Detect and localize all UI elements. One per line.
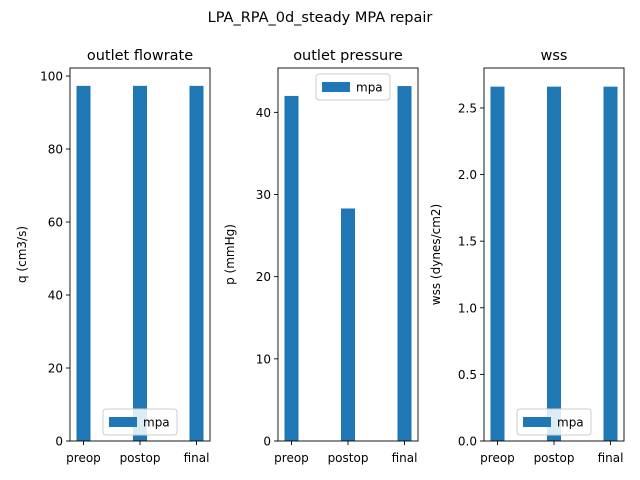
legend: mpa: [516, 408, 592, 436]
bar-mpa-final: [397, 86, 412, 441]
bar-mpa-preop: [490, 86, 505, 442]
y-tick-label: 0.0: [458, 435, 477, 449]
y-tick-label: 0: [55, 435, 63, 449]
y-tick-label: 20: [48, 362, 63, 376]
bar-mpa-postop: [341, 208, 355, 441]
legend-swatch: [523, 417, 551, 427]
y-tick-label: 0.5: [458, 368, 477, 382]
y-axis-label: q (cm3/s): [15, 226, 29, 283]
x-tick-label-preop: preop: [274, 451, 309, 465]
legend-label: mpa: [143, 416, 170, 430]
chart-title: wss: [541, 48, 568, 64]
chart-title: outlet pressure: [293, 48, 403, 64]
bar-mpa-final: [603, 86, 618, 442]
y-tick-label: 100: [40, 70, 63, 84]
y-tick-label: 0: [263, 435, 271, 449]
legend: mpa: [315, 73, 391, 101]
x-tick-label-postop: postop: [120, 451, 161, 465]
panel-outlet-pressure: 0 10 20 30 40 preop postop final outlet pressure…: [223, 48, 419, 465]
y-axis-label: wss (dynes/cm2): [429, 204, 443, 305]
bar-mpa-preop: [284, 95, 299, 441]
y-tick-label: 2.0: [458, 168, 477, 182]
x-tick-label-final: final: [392, 451, 418, 465]
panel-wss: 0.0 0.5 1.0 1.5 2.0 2.5 preop postop final wss wss…: [429, 48, 625, 465]
x-tick-label-postop: postop: [328, 451, 369, 465]
y-tick-label: 20: [256, 270, 271, 284]
x-tick-label-preop: preop: [480, 451, 515, 465]
legend-box: [315, 73, 391, 101]
y-tick-label: 1.5: [458, 235, 477, 249]
bar-mpa-preop: [76, 85, 91, 442]
legend-swatch: [109, 417, 137, 427]
legend-label: mpa: [356, 81, 383, 95]
legend: mpa: [102, 408, 178, 436]
y-axis-label: p (mmHg): [223, 224, 237, 285]
y-tick-label: 30: [256, 188, 271, 202]
y-tick-label: 2.5: [458, 101, 477, 115]
bar-mpa-postop: [133, 85, 147, 442]
panel-outlet-flowrate: 0 20 40 60 80 100 preop postop final outlet flowr…: [15, 48, 211, 465]
y-tick-label: 80: [48, 143, 63, 157]
legend-box: [516, 408, 592, 436]
y-tick-label: 10: [256, 352, 271, 366]
legend-label: mpa: [557, 416, 584, 430]
x-tick-label-preop: preop: [66, 451, 101, 465]
chart-title: outlet flowrate: [87, 48, 193, 64]
legend-swatch: [322, 82, 350, 92]
y-tick-label: 40: [48, 289, 63, 303]
figure-suptitle: LPA_RPA_0d_steady MPA repair: [208, 10, 433, 26]
y-tick-label: 40: [256, 106, 271, 120]
x-tick-label-postop: postop: [534, 451, 575, 465]
bar-mpa-final: [189, 85, 204, 442]
legend-box: [102, 408, 178, 436]
x-tick-label-final: final: [184, 451, 210, 465]
x-tick-label-final: final: [598, 451, 624, 465]
y-tick-label: 60: [48, 216, 63, 230]
y-tick-label: 1.0: [458, 301, 477, 315]
bar-mpa-postop: [547, 86, 561, 442]
